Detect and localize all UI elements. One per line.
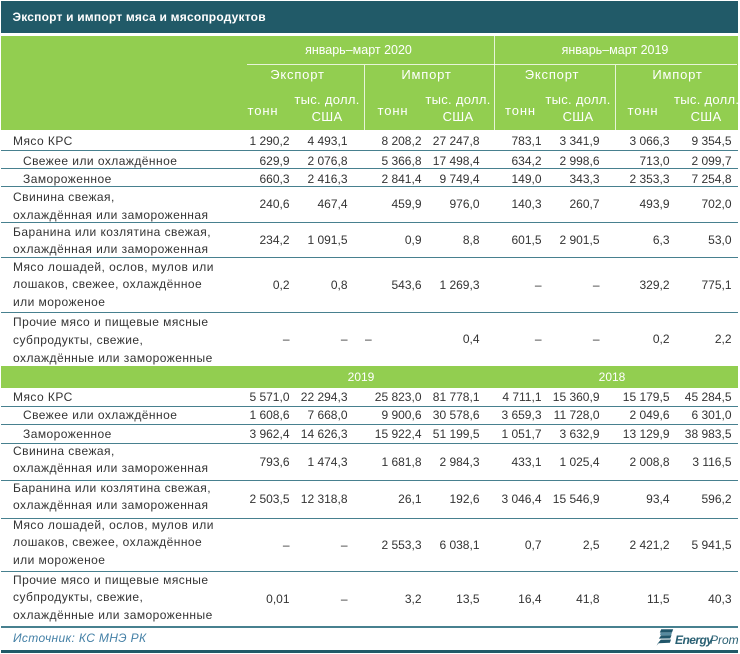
svg-text:Prom: Prom xyxy=(710,633,739,647)
svg-text:Energy: Energy xyxy=(675,633,714,647)
